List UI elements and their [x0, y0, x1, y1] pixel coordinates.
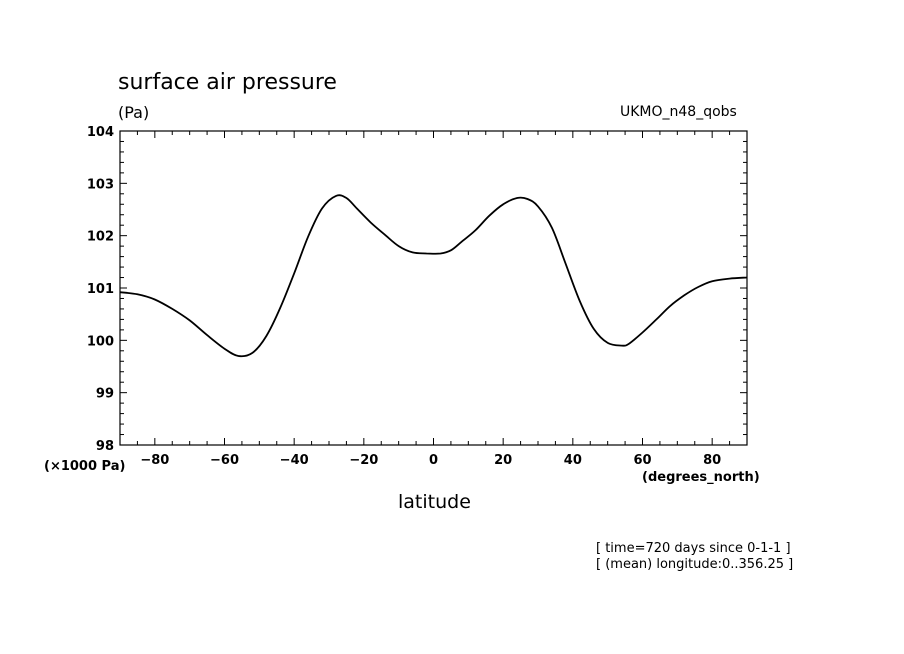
y-axis-units: (Pa) — [118, 103, 150, 122]
pressure-line — [119, 194, 748, 358]
model-label: UKMO_n48_qobs — [620, 104, 737, 120]
y-tick-label: 102 — [87, 230, 114, 245]
y-tick-labels: 98 99 100 101 102 103 104 — [87, 125, 114, 454]
chart-title: surface air pressure — [118, 70, 337, 95]
x-tick-label: 0 — [429, 453, 438, 468]
y-tick-label: 101 — [87, 282, 114, 297]
x-tick-label: −40 — [280, 453, 309, 468]
y-scale-label: (×1000 Pa) — [44, 459, 126, 474]
x-tick-label: 40 — [564, 453, 582, 468]
y-tick-label: 104 — [87, 125, 114, 140]
x-tick-label: −80 — [140, 453, 169, 468]
time-note: [ time=720 days since 0-1-1 ] — [596, 541, 791, 556]
x-tick-label: 20 — [494, 453, 512, 468]
y-tick-label: 99 — [96, 387, 114, 402]
y-tick-label: 103 — [87, 177, 114, 192]
longitude-note: [ (mean) longitude:0..356.25 ] — [596, 557, 794, 572]
plot-frame — [119, 130, 748, 446]
x-tick-label: 80 — [703, 453, 721, 468]
x-tick-label: 60 — [633, 453, 651, 468]
tick-marks — [119, 130, 748, 446]
x-axis-units: (degrees_north) — [642, 470, 760, 485]
x-tick-labels: −80 −60 −40 −20 0 20 40 60 80 — [140, 453, 721, 468]
x-axis-label: latitude — [398, 491, 471, 513]
x-tick-label: −20 — [349, 453, 378, 468]
x-tick-label: −60 — [210, 453, 239, 468]
y-tick-label: 100 — [87, 334, 114, 349]
y-tick-label: 98 — [96, 439, 114, 454]
